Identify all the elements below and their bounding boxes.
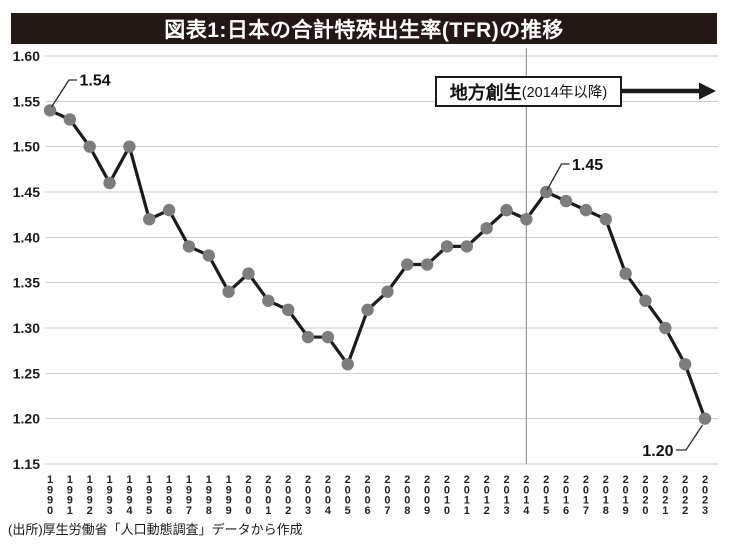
- svg-text:1.30: 1.30: [13, 320, 40, 336]
- svg-text:1.60: 1.60: [13, 48, 40, 64]
- y-axis-labels: 1.60 1.55 1.50 1.45 1.40 1.35 1.30 1.25 1.20 1.15: [13, 48, 40, 472]
- svg-text:1.35: 1.35: [13, 275, 40, 291]
- svg-text:1.20: 1.20: [13, 411, 40, 427]
- svg-text:1.50: 1.50: [13, 139, 40, 155]
- source-note: (出所)厚生労働省「人口動態調査」データから作成: [8, 522, 303, 537]
- svg-text:1.45: 1.45: [572, 157, 603, 174]
- timeline-arrow: [622, 82, 716, 100]
- gridlines: [45, 55, 718, 465]
- point-annotations: 1.54 1.45 1.20: [50, 73, 704, 460]
- svg-text:1.45: 1.45: [13, 184, 40, 200]
- svg-text:1.20: 1.20: [642, 443, 673, 460]
- svg-text:1.54: 1.54: [80, 73, 111, 90]
- chart-title: 図表1:日本の合計特殊出生率(TFR)の推移: [164, 18, 564, 42]
- svg-text:1.40: 1.40: [13, 229, 40, 245]
- policy-annotation-period: (2014年以降): [521, 85, 608, 101]
- policy-annotation-title: 地方創生: [449, 82, 522, 103]
- chart-title-banner: 図表1:日本の合計特殊出生率(TFR)の推移: [11, 13, 717, 44]
- tfr-series: [43, 104, 712, 425]
- policy-annotation-box: 地方創生 (2014年以降): [435, 76, 622, 107]
- svg-text:1.15: 1.15: [13, 456, 40, 472]
- x-axis-year-labels: 1 9 9 0 1 9 9 1 1 9 9 2 1 9 9 3 1 9 9 4 1 9 9 5 1 9 9 6 1 9 9 7 1 9 9 8 1 9 9 9…: [47, 474, 708, 517]
- svg-text:1.55: 1.55: [13, 93, 40, 109]
- svg-text:2014: 2014: [523, 474, 530, 517]
- svg-text:1.25: 1.25: [13, 365, 40, 381]
